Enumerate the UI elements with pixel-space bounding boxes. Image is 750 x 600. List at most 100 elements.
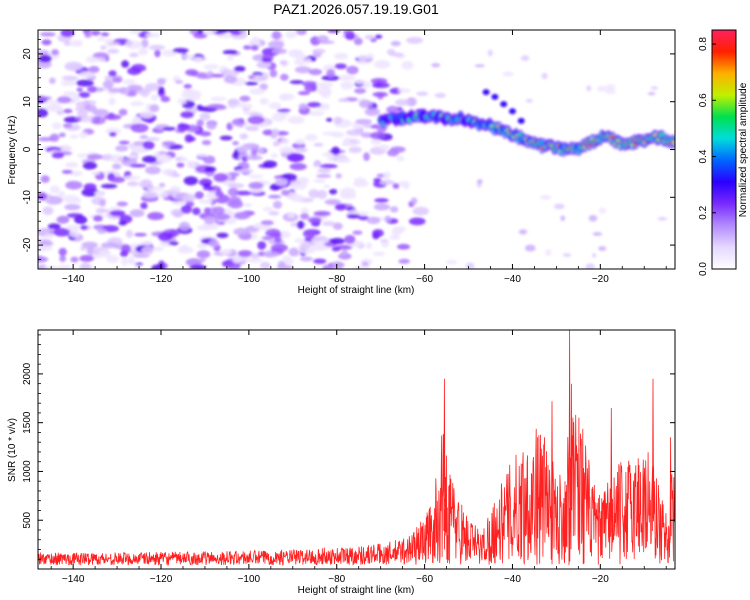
noise-blob bbox=[51, 152, 65, 159]
noise-blob bbox=[261, 58, 272, 63]
noise-blob bbox=[76, 109, 88, 118]
spectrogram-xtick-label: −60 bbox=[416, 274, 433, 285]
noise-blob bbox=[294, 58, 307, 66]
noise-blob bbox=[341, 191, 351, 197]
noise-blob bbox=[361, 261, 369, 267]
spectrogram-ytick-label: -20 bbox=[22, 237, 33, 252]
noise-blob bbox=[330, 237, 345, 245]
noise-blob bbox=[74, 215, 88, 225]
noise-blob bbox=[64, 203, 81, 211]
noise-blob bbox=[85, 56, 98, 63]
noise-blob bbox=[525, 98, 533, 103]
noise-blob bbox=[598, 246, 607, 251]
noise-blob bbox=[197, 243, 208, 249]
noise-blob bbox=[313, 258, 327, 264]
noise-blob bbox=[172, 48, 189, 53]
noise-blob bbox=[183, 83, 192, 89]
noise-blob bbox=[106, 255, 120, 264]
noise-blob bbox=[313, 178, 326, 183]
noise-blob bbox=[161, 49, 177, 57]
noise-blob bbox=[383, 171, 391, 180]
noise-blob bbox=[396, 243, 411, 250]
noise-blob bbox=[338, 98, 350, 103]
noise-blob bbox=[76, 87, 83, 92]
noise-blob bbox=[82, 161, 98, 170]
noise-blob bbox=[373, 251, 386, 257]
noise-blob bbox=[331, 246, 341, 252]
noise-blob bbox=[79, 255, 94, 262]
noise-blob bbox=[182, 193, 197, 202]
noise-blob bbox=[268, 102, 282, 110]
noise-blob bbox=[340, 81, 354, 90]
noise-blob bbox=[110, 154, 124, 163]
noise-blob bbox=[111, 77, 123, 83]
noise-blob bbox=[121, 257, 128, 266]
noise-blob bbox=[148, 44, 166, 51]
noise-blob bbox=[90, 116, 106, 125]
noise-blob bbox=[100, 208, 109, 213]
snr-ytick-label: 1500 bbox=[22, 411, 33, 434]
noise-blob bbox=[86, 153, 103, 160]
noise-blob bbox=[245, 125, 260, 132]
noise-blob bbox=[258, 123, 268, 128]
noise-blob bbox=[363, 152, 370, 161]
noise-blob bbox=[477, 179, 483, 184]
noise-blob bbox=[127, 181, 139, 187]
noise-blob bbox=[139, 241, 152, 246]
noise-blob bbox=[281, 189, 290, 196]
spectrogram-ytick-label: 20 bbox=[22, 48, 33, 60]
noise-blob bbox=[133, 265, 142, 269]
noise-blob bbox=[216, 33, 233, 39]
noise-blob bbox=[279, 60, 288, 65]
noise-blob bbox=[154, 49, 161, 58]
spectrogram-ridge bbox=[377, 89, 675, 157]
noise-blob bbox=[201, 140, 212, 146]
noise-blob bbox=[72, 94, 81, 102]
noise-blob bbox=[78, 91, 91, 98]
noise-blob bbox=[257, 148, 266, 153]
noise-blob bbox=[199, 256, 206, 263]
noise-blob bbox=[374, 198, 389, 203]
noise-blob bbox=[520, 55, 530, 62]
noise-blob bbox=[178, 221, 191, 231]
noise-blob bbox=[52, 228, 71, 237]
noise-blob bbox=[161, 168, 175, 176]
noise-blob bbox=[345, 129, 364, 136]
spectrogram-xtick-label: −80 bbox=[328, 274, 345, 285]
noise-blob bbox=[316, 82, 334, 88]
noise-blob bbox=[269, 232, 282, 238]
noise-blob bbox=[180, 204, 192, 214]
noise-blob bbox=[262, 251, 280, 258]
noise-blob bbox=[487, 49, 493, 57]
noise-blob bbox=[129, 209, 145, 218]
noise-blob bbox=[243, 45, 252, 50]
noise-blob bbox=[140, 202, 148, 210]
noise-blob bbox=[412, 206, 429, 216]
figure-title: PAZ1.2026.057.19.19.G01 bbox=[273, 1, 439, 17]
noise-blob bbox=[541, 72, 548, 80]
noise-blob bbox=[259, 97, 269, 105]
noise-blob bbox=[227, 183, 245, 189]
noise-blob bbox=[79, 225, 88, 230]
colorbar-label: Normalized spectral amplitude bbox=[738, 82, 749, 217]
noise-blob bbox=[231, 118, 245, 126]
noise-blob bbox=[144, 82, 161, 92]
noise-blob bbox=[42, 206, 54, 216]
noise-blob bbox=[84, 33, 92, 38]
noise-blob bbox=[158, 151, 167, 155]
noise-blob bbox=[287, 213, 296, 218]
noise-blob bbox=[334, 203, 347, 211]
noise-blob bbox=[343, 138, 361, 147]
noise-blob bbox=[289, 163, 307, 171]
noise-blob bbox=[585, 263, 595, 269]
noise-blob bbox=[57, 190, 66, 198]
noise-blob bbox=[395, 99, 410, 106]
noise-blob bbox=[390, 40, 401, 47]
snr-panel: −140 −120 −100 −80 −60 −40 −20500100015002000 … bbox=[7, 329, 676, 596]
noise-blob bbox=[62, 144, 71, 151]
noise-blob bbox=[228, 199, 244, 209]
noise-blob bbox=[185, 258, 203, 267]
noise-blob bbox=[279, 93, 295, 101]
spectrogram-ytick-label: 0 bbox=[22, 146, 33, 152]
